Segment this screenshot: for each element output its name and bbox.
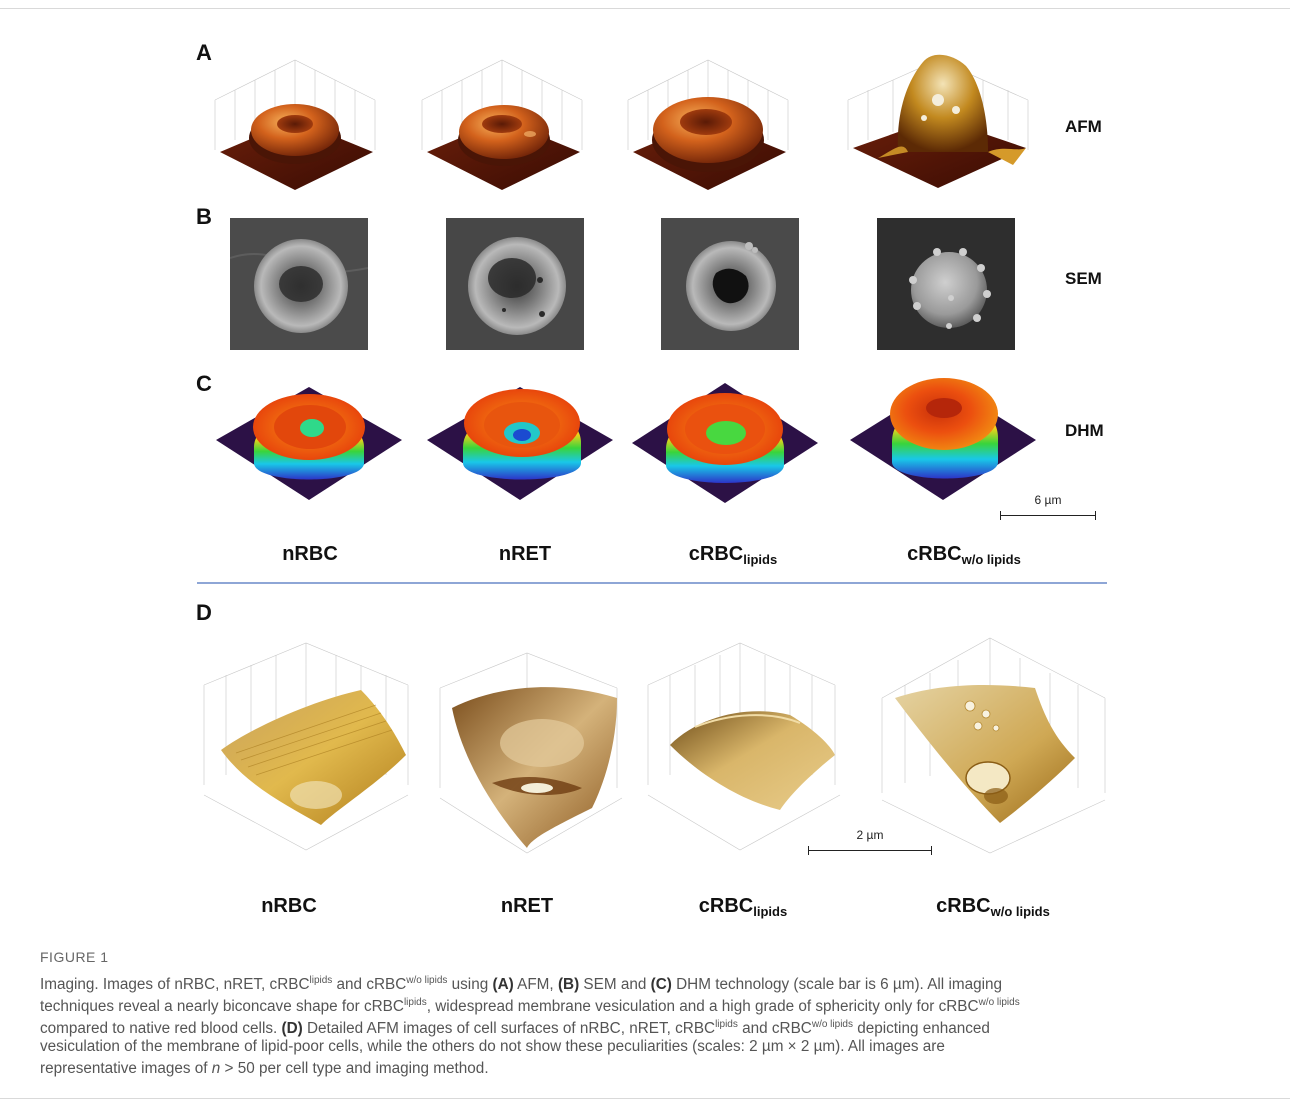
- panel-divider: [197, 582, 1107, 584]
- dhm-image-crbc-wo-lipids: [848, 372, 1038, 502]
- afm-image-nrbc: [205, 40, 385, 200]
- bottom-label-crbc-wo-lipids: cRBCw/o lipids: [936, 895, 1050, 919]
- sem-image-crbc-lipids: [661, 218, 799, 350]
- scale-bar-2um-label: 2 µm: [856, 828, 884, 842]
- caption-line-4: vesiculation of the membrane of lipid-po…: [40, 1038, 945, 1055]
- panel-letter-c: C: [196, 371, 212, 396]
- technique-label-dhm: DHM: [1065, 421, 1104, 440]
- technique-label-afm: AFM: [1065, 117, 1102, 136]
- top-label-nrbc: nRBC: [282, 543, 338, 565]
- dhm-image-crbc-lipids: [630, 375, 820, 505]
- sem-image-nret: [446, 218, 584, 350]
- top-label-nret: nRET: [498, 543, 552, 565]
- top-label-crbc-wo-lipids: cRBCw/o lipids: [907, 543, 1021, 567]
- afm-image-nret: [412, 40, 592, 200]
- caption-line-5: representative images of n > 50 per cell…: [40, 1060, 489, 1077]
- afm-image-crbc-wo-lipids: [838, 40, 1038, 200]
- dhm-image-nret: [425, 375, 615, 505]
- afm-surface-nrbc: [196, 635, 431, 860]
- caption-line-3: compared to native red blood cells. (D) …: [40, 1019, 990, 1038]
- scale-bar-2um: 2 µm: [808, 828, 932, 855]
- bottom-label-crbc-lipids: cRBClipids: [698, 895, 788, 919]
- bottom-label-nrbc: nRBC: [261, 895, 317, 917]
- afm-surface-crbc-wo-lipids: [870, 628, 1120, 863]
- afm-surface-crbc-lipids: [640, 635, 855, 860]
- caption-line-2: techniques reveal a nearly biconcave sha…: [40, 997, 1020, 1016]
- panel-letter-b: B: [196, 204, 212, 229]
- sem-image-crbc-wo-lipids: [877, 218, 1015, 350]
- panel-letter-a: A: [196, 40, 212, 65]
- dhm-image-nrbc: [214, 375, 404, 505]
- bottom-label-nret: nRET: [500, 895, 554, 917]
- caption-line-1: Imaging. Images of nRBC, nRET, cRBClipid…: [40, 975, 1003, 994]
- scale-bar-6um: 6 µm: [1000, 493, 1096, 520]
- figure-title: FIGURE 1: [40, 949, 109, 965]
- technique-label-sem: SEM: [1065, 269, 1102, 288]
- top-rule: [0, 8, 1290, 9]
- panel-letter-d: D: [196, 600, 212, 625]
- afm-image-crbc-lipids: [618, 40, 798, 200]
- bottom-rule: [0, 1098, 1290, 1099]
- afm-surface-nret: [432, 648, 632, 863]
- sem-image-nrbc: [230, 218, 368, 350]
- top-label-crbc-lipids: cRBClipids: [688, 543, 778, 567]
- scale-bar-6um-label: 6 µm: [1034, 493, 1062, 507]
